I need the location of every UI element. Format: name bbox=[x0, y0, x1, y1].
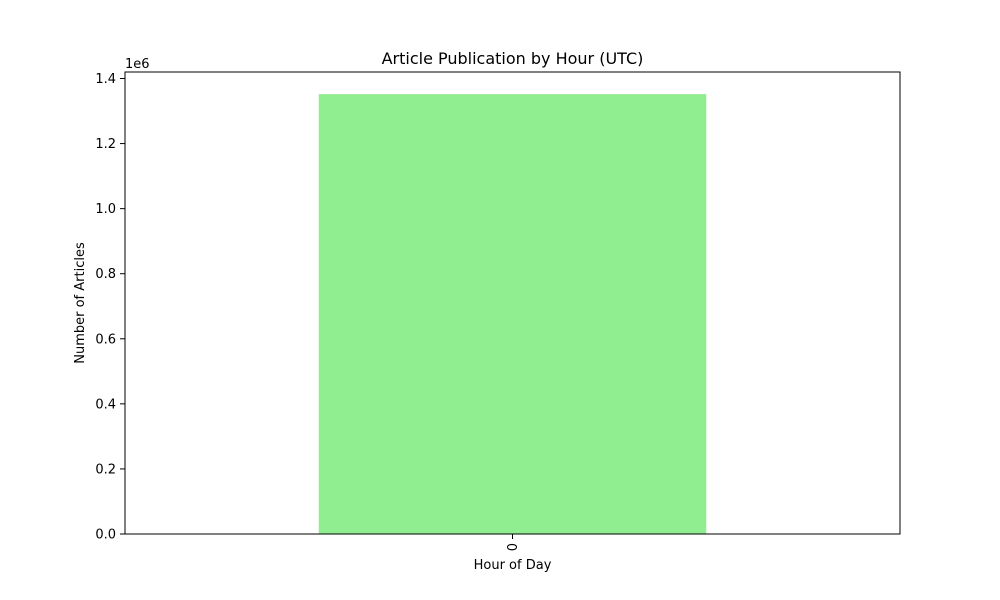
y-tick-label: 1.2 bbox=[95, 137, 116, 152]
y-tick-label: 0.4 bbox=[95, 397, 116, 412]
x-tick-label: 0 bbox=[506, 543, 521, 551]
y-tick-label: 1.4 bbox=[95, 72, 116, 87]
bar-0 bbox=[318, 94, 707, 534]
y-tick-label: 0.0 bbox=[95, 528, 116, 543]
chart-title: Article Publication by Hour (UTC) bbox=[382, 49, 644, 68]
x-axis-ticks: 0 bbox=[506, 534, 521, 551]
y-tick-label: 0.8 bbox=[95, 267, 116, 282]
y-axis-ticks: 0.0 0.2 0.4 0.6 0.8 1.0 1.2 1.4 bbox=[95, 72, 125, 543]
bars-group bbox=[318, 94, 707, 534]
y-tick-label: 0.2 bbox=[95, 462, 116, 477]
y-tick-label: 1.0 bbox=[95, 202, 116, 217]
x-axis-label: Hour of Day bbox=[474, 558, 552, 573]
y-tick-label: 0.6 bbox=[95, 332, 116, 347]
y-scale-label: 1e6 bbox=[125, 57, 150, 72]
y-axis-label: Number of Articles bbox=[73, 242, 88, 364]
